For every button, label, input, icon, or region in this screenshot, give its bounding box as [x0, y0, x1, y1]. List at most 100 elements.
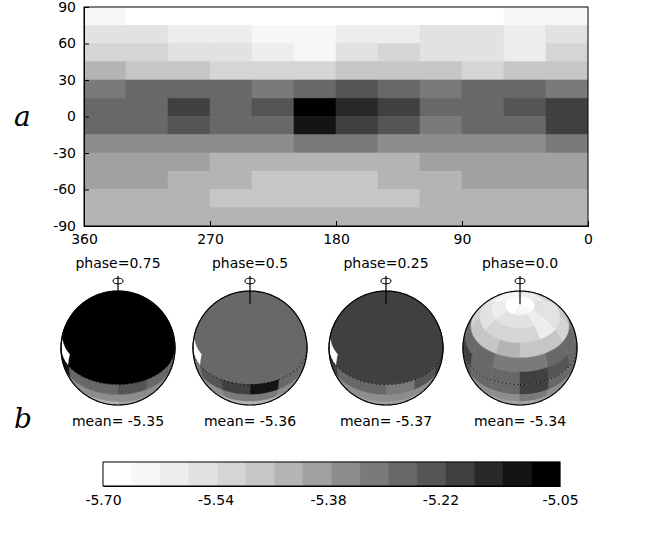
colorbar-tick: -5.05	[542, 486, 578, 508]
map-cell	[546, 25, 588, 43]
colorbar-tick-label: -5.54	[198, 492, 234, 508]
map-cell	[504, 44, 546, 62]
map-cell	[84, 190, 126, 208]
y-tick-mark	[84, 117, 89, 118]
x-tick: 0	[584, 221, 593, 247]
sphere-cell	[480, 301, 496, 317]
colorbar-tick: -5.22	[423, 486, 459, 508]
map-cell	[252, 135, 294, 153]
colorbar-tick-label: -5.05	[542, 492, 578, 508]
map-cell	[504, 98, 546, 116]
y-axis-line	[85, 8, 90, 227]
map-cell	[420, 153, 462, 171]
sphere-cell	[75, 386, 98, 402]
map-cell	[420, 208, 462, 226]
rotation-axis	[519, 276, 520, 304]
rotation-arrow	[515, 278, 525, 284]
map-cell	[252, 7, 294, 25]
map-cell	[210, 44, 252, 62]
map-cell	[210, 208, 252, 226]
map-cell	[336, 208, 378, 226]
map-cell	[252, 153, 294, 171]
colorbar-tick-label: -5.22	[423, 492, 459, 508]
map-cell	[462, 208, 504, 226]
map-cell	[294, 62, 336, 80]
x-tick-label: 0	[584, 231, 593, 247]
map-cell	[126, 117, 168, 135]
y-tick-mark	[84, 44, 89, 45]
map-cell	[84, 62, 126, 80]
sphere-cell	[477, 386, 500, 402]
map-cell	[546, 98, 588, 116]
colorbar-tick: -5.54	[198, 486, 234, 508]
map-cell	[210, 25, 252, 43]
map-cell	[420, 80, 462, 98]
map-cell	[420, 62, 462, 80]
map-cell	[462, 62, 504, 80]
y-tick-label: -90	[53, 218, 76, 234]
map-cell	[294, 44, 336, 62]
map-cell	[168, 62, 210, 80]
equator	[193, 348, 307, 385]
map-cell	[420, 25, 462, 43]
sphere-cell	[202, 377, 225, 397]
map-cell	[294, 80, 336, 98]
equator	[61, 348, 175, 385]
map-cell	[546, 80, 588, 98]
map-cell	[210, 98, 252, 116]
map-cell	[336, 135, 378, 153]
map-cell	[168, 153, 210, 171]
map-cell	[336, 117, 378, 135]
map-cell	[126, 208, 168, 226]
map-cell	[252, 44, 294, 62]
sphere-cell	[478, 295, 498, 310]
x-tick: 270	[197, 221, 224, 247]
map-cell	[168, 135, 210, 153]
map-cell	[378, 135, 420, 153]
sphere-cell	[465, 311, 477, 337]
map-cell	[420, 135, 462, 153]
colorbar-tick: -5.70	[85, 486, 121, 508]
map-cell	[504, 7, 546, 25]
map-cell	[462, 117, 504, 135]
sphere-cell	[520, 304, 527, 315]
map-cell	[84, 153, 126, 171]
map-cell	[378, 44, 420, 62]
map-cell	[462, 135, 504, 153]
sphere-outline	[329, 291, 443, 405]
colorbar-swatch	[189, 462, 218, 486]
map-cell	[210, 117, 252, 135]
map-cell	[84, 25, 126, 43]
sphere-outline	[463, 291, 577, 405]
map-cell	[294, 98, 336, 116]
map-cell	[126, 135, 168, 153]
map-cell	[504, 80, 546, 98]
map-cell	[504, 153, 546, 171]
map-cell	[84, 171, 126, 189]
colorbar-swatch	[531, 462, 560, 486]
equator	[329, 348, 443, 385]
map-cell	[546, 171, 588, 189]
colorbar-axis: -5.70-5.54-5.38-5.22-5.05	[85, 486, 578, 508]
map-cell	[336, 171, 378, 189]
map-cell	[84, 98, 126, 116]
map-cell	[378, 80, 420, 98]
sphere-cell	[207, 386, 230, 402]
y-tick-label: 90	[58, 0, 76, 15]
map-cell	[546, 153, 588, 171]
map-cell	[168, 190, 210, 208]
map-cell	[420, 117, 462, 135]
map-cell	[378, 190, 420, 208]
sphere	[463, 276, 577, 405]
y-tick-mark	[84, 190, 89, 191]
map-cell	[126, 25, 168, 43]
map-cell	[378, 171, 420, 189]
map-cell	[126, 62, 168, 80]
x-axis-line	[85, 221, 589, 227]
map-cell	[126, 80, 168, 98]
x-tick-mark	[588, 221, 589, 226]
y-tick-label: 60	[58, 35, 76, 51]
sphere	[329, 276, 443, 405]
map-cell	[504, 208, 546, 226]
map-cell	[378, 153, 420, 171]
